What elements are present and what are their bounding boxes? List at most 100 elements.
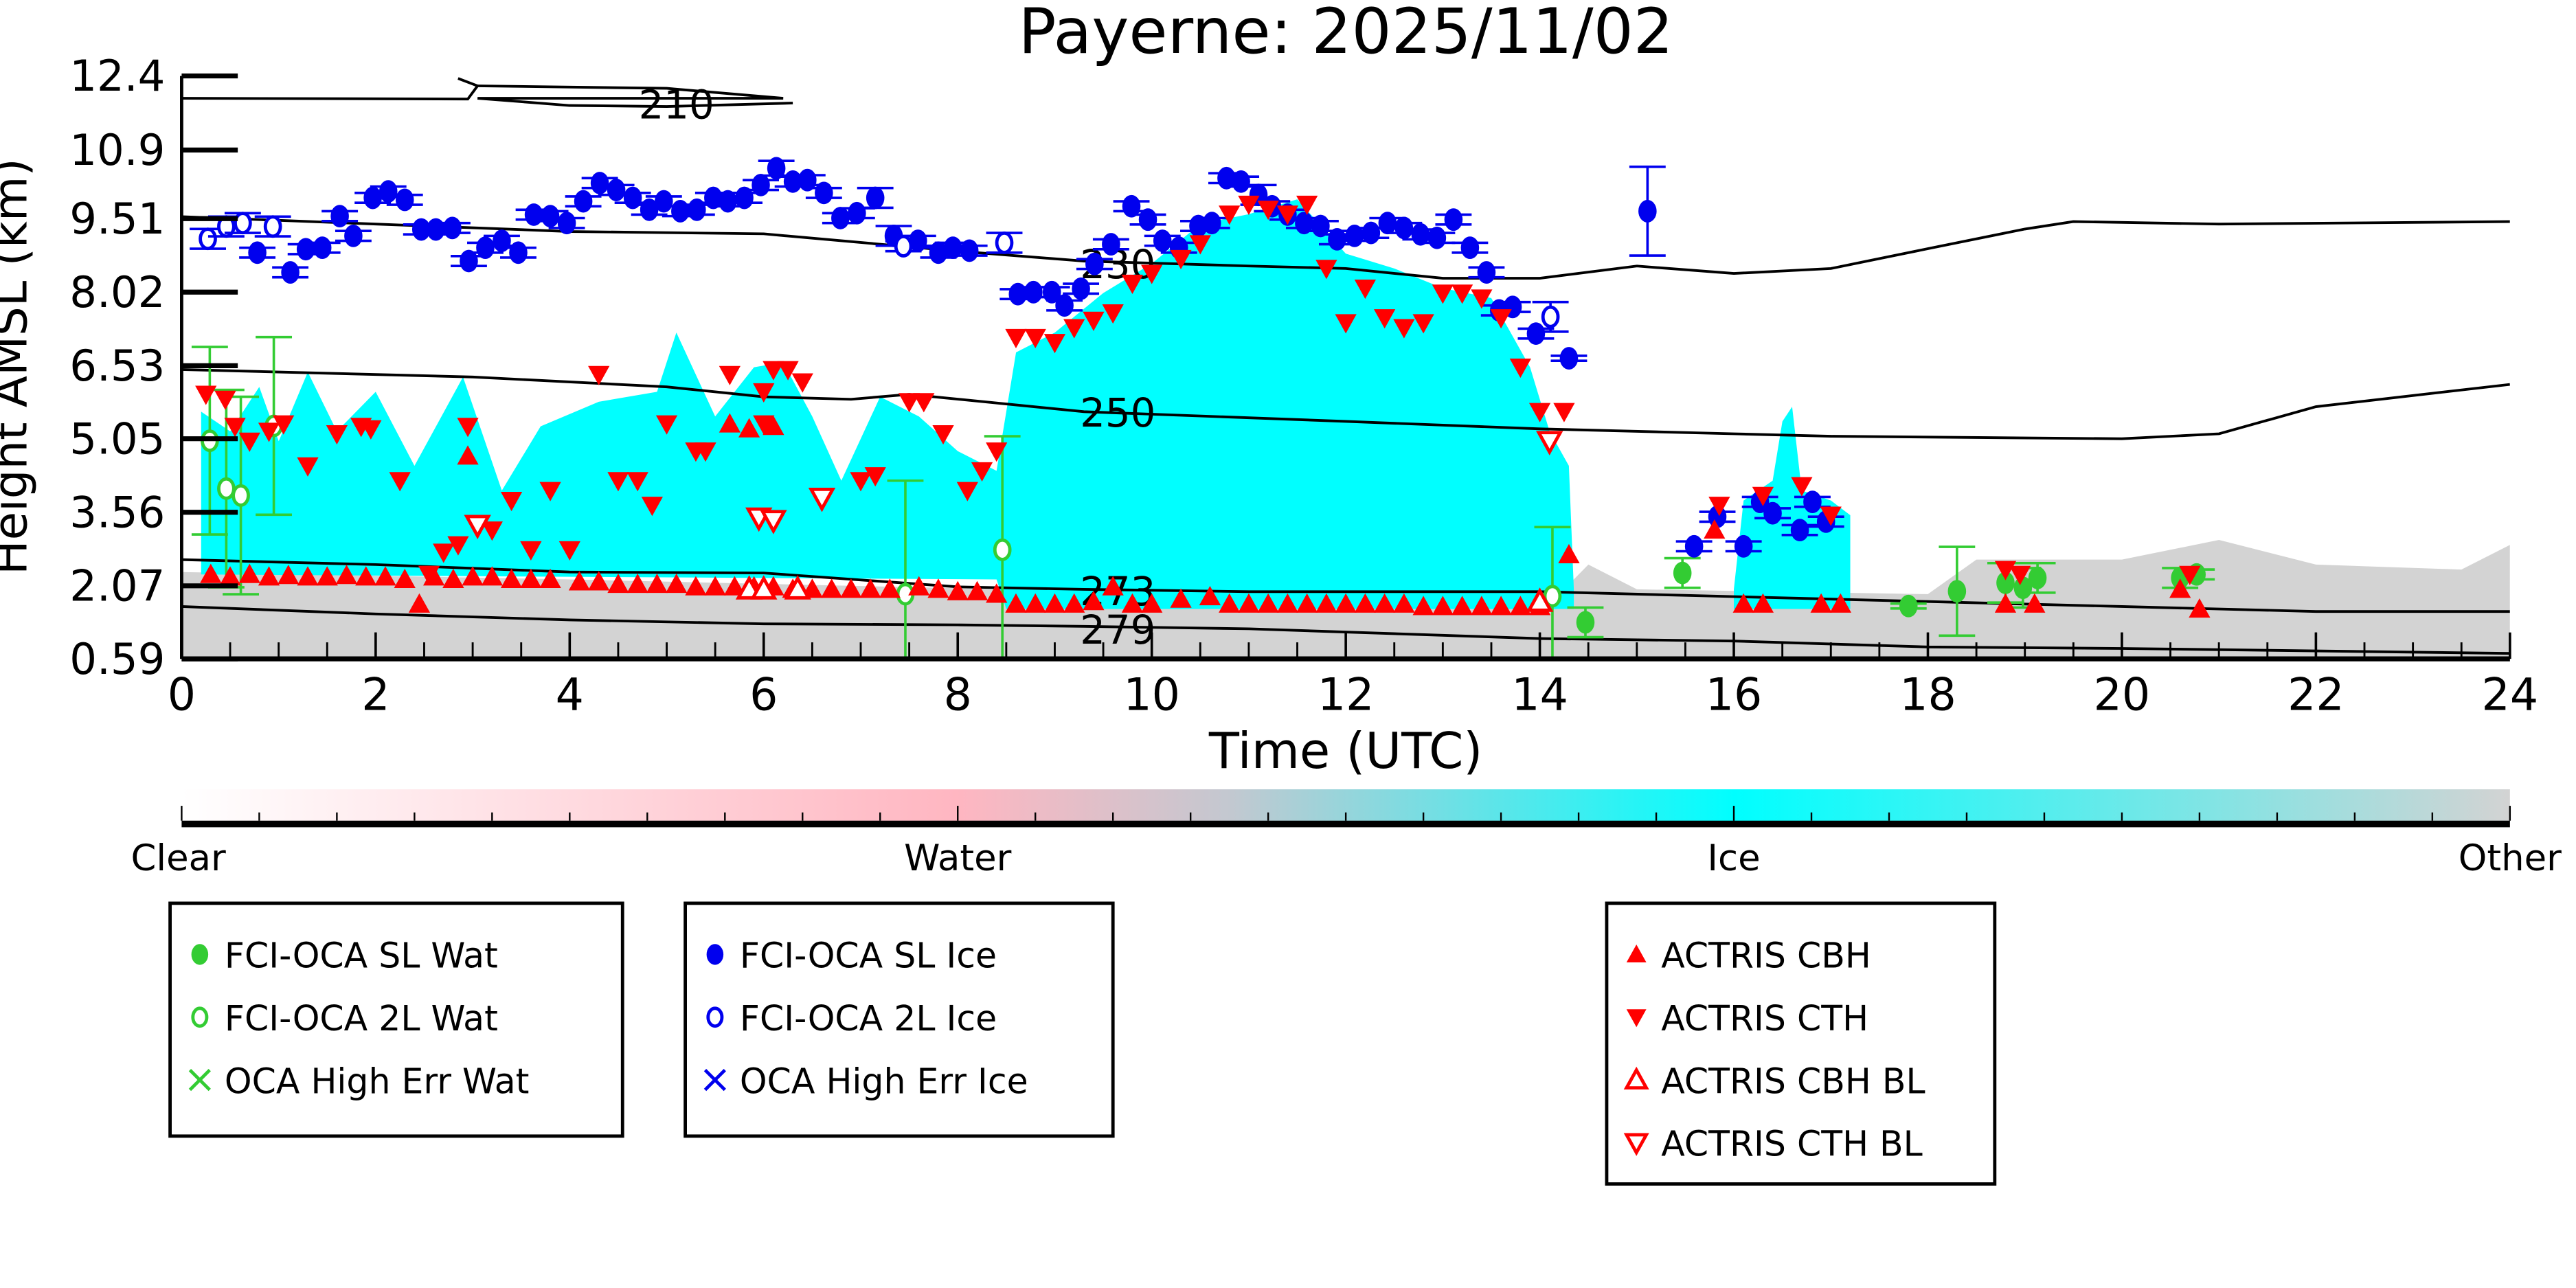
legend-frame bbox=[168, 901, 624, 1138]
colorbar-axis-line bbox=[181, 820, 2510, 828]
axes: 0 2 4 6 8 10 12 14 16 18 20 22 2412.410.99.518.026.5… bbox=[69, 51, 2538, 721]
data-point bbox=[760, 510, 787, 534]
legend-item: FCI-OCA 2L Ice bbox=[706, 998, 997, 1039]
data-point bbox=[738, 418, 760, 438]
legend-item: ACTRIS CTH bbox=[1626, 998, 1868, 1039]
data-point bbox=[623, 186, 642, 210]
data-point bbox=[1199, 585, 1221, 606]
data-point bbox=[879, 578, 901, 598]
data-point bbox=[258, 566, 280, 586]
data-point bbox=[1315, 260, 1337, 280]
legend-label: ACTRIS CBH BL bbox=[1661, 1061, 1925, 1101]
data-point bbox=[1024, 593, 1046, 613]
data-point bbox=[296, 238, 315, 261]
data-point bbox=[457, 418, 479, 438]
data-point bbox=[379, 180, 398, 203]
data-point bbox=[646, 574, 668, 594]
data-point bbox=[1543, 585, 1562, 608]
data-point bbox=[706, 944, 724, 965]
data-point bbox=[557, 212, 576, 235]
data-point bbox=[752, 173, 770, 196]
data-point bbox=[1153, 229, 1172, 252]
data-point bbox=[821, 578, 843, 598]
data-point bbox=[1994, 561, 2017, 580]
legend-box-3: ACTRIS CBH ACTRIS CTH ACTRIS CBH BL ACTRIS … bbox=[1605, 901, 1997, 1186]
data-point bbox=[1411, 223, 1430, 246]
data-point bbox=[273, 415, 295, 435]
data-point bbox=[1471, 289, 1493, 309]
data-point bbox=[1276, 205, 1299, 225]
data-point bbox=[520, 568, 542, 588]
data-point bbox=[1393, 593, 1415, 613]
data-point bbox=[2009, 565, 2031, 585]
data-point bbox=[442, 568, 464, 588]
data-point bbox=[200, 563, 222, 583]
data-point bbox=[389, 472, 411, 492]
series-actris-cth-bl bbox=[464, 431, 1563, 539]
legend-label: FCI-OCA SL Wat bbox=[225, 936, 498, 976]
data-point bbox=[590, 172, 609, 194]
data-point bbox=[363, 186, 382, 210]
legend-label: FCI-OCA 2L Wat bbox=[225, 998, 498, 1039]
y-tick-label: 0.59 bbox=[69, 634, 165, 684]
data-point bbox=[1704, 519, 1726, 539]
series-actris-cbh-bl bbox=[735, 575, 1554, 612]
data-point bbox=[460, 249, 478, 273]
data-point bbox=[1005, 328, 1027, 349]
data-point bbox=[1328, 227, 1346, 251]
data-point bbox=[408, 593, 431, 613]
x-tick-label: 10 bbox=[1123, 670, 1180, 721]
data-point bbox=[263, 215, 282, 238]
data-point bbox=[588, 365, 610, 385]
isotherm-line-210 bbox=[477, 84, 793, 108]
legend-item: FCI-OCA 2L Wat bbox=[191, 998, 498, 1039]
data-point bbox=[898, 393, 920, 413]
data-point bbox=[1509, 358, 1531, 379]
data-point bbox=[539, 568, 561, 588]
data-point bbox=[1791, 477, 1813, 497]
data-point bbox=[626, 472, 648, 492]
data-point bbox=[493, 229, 511, 252]
data-point bbox=[1393, 319, 1415, 339]
colorbar-label-water: Water bbox=[904, 837, 1012, 879]
data-point bbox=[848, 201, 866, 225]
data-point bbox=[1083, 311, 1105, 331]
data-point bbox=[791, 373, 813, 393]
data-point bbox=[1219, 593, 1241, 613]
data-point bbox=[2028, 566, 2047, 589]
data-point bbox=[859, 578, 881, 598]
data-point bbox=[316, 566, 338, 586]
colorbar: Clear Water Ice Other bbox=[131, 789, 2562, 879]
data-point bbox=[297, 457, 319, 477]
data-point bbox=[238, 563, 260, 583]
data-point bbox=[541, 205, 560, 228]
data-point bbox=[2179, 565, 2201, 585]
y-tick-label: 5.05 bbox=[69, 414, 165, 464]
data-point bbox=[464, 515, 491, 539]
data-point bbox=[1526, 322, 1546, 346]
data-point bbox=[1345, 224, 1364, 247]
data-point bbox=[655, 415, 678, 435]
data-point bbox=[1994, 593, 2017, 613]
x-tick-label: 8 bbox=[944, 670, 972, 721]
data-point bbox=[1141, 593, 1163, 613]
y-tick-label: 9.51 bbox=[69, 194, 165, 244]
isotherms: 210230250273279 bbox=[181, 77, 2510, 655]
data-point bbox=[894, 234, 913, 258]
data-point bbox=[723, 576, 746, 596]
data-point bbox=[1219, 205, 1241, 225]
data-point bbox=[1626, 1009, 1647, 1028]
data-point bbox=[1374, 309, 1396, 329]
data-point bbox=[1829, 593, 1852, 613]
data-point bbox=[1558, 543, 1580, 564]
colorbar-label-other: Other bbox=[2459, 837, 2562, 879]
data-point bbox=[195, 385, 217, 405]
data-point bbox=[1043, 593, 1066, 613]
data-point bbox=[1432, 284, 1454, 304]
data-point bbox=[1490, 309, 1512, 329]
data-point bbox=[866, 186, 885, 210]
colorbar-label-clear: Clear bbox=[131, 837, 226, 879]
data-point bbox=[753, 383, 775, 403]
data-point bbox=[706, 1006, 724, 1028]
data-point bbox=[1238, 195, 1260, 216]
